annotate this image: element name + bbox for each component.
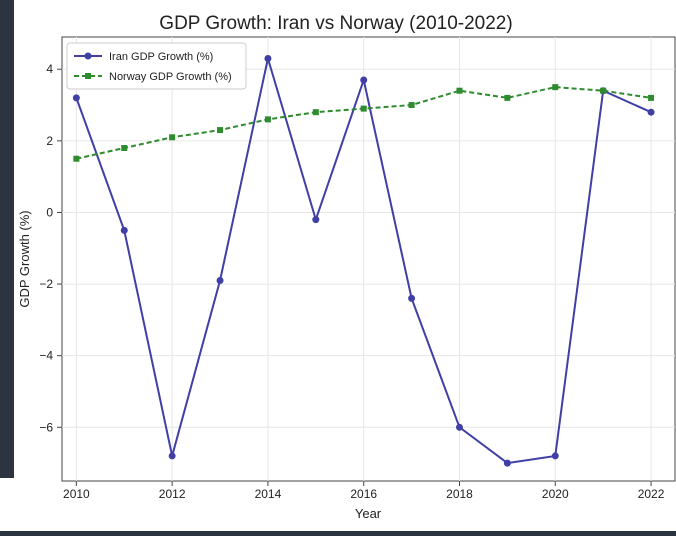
legend-norway-marker (85, 73, 91, 79)
iran-data-point (647, 108, 655, 116)
iran-data-point (360, 76, 368, 84)
gdp-line-chart: GDP Growth: Iran vs Norway (2010-2022) 2… (17, 13, 676, 521)
y-tick-label: 4 (46, 62, 53, 76)
x-tick-label: 2018 (446, 487, 473, 501)
norway-data-point (648, 94, 655, 101)
series-lines (72, 54, 655, 467)
x-tick-label: 2020 (542, 487, 569, 501)
x-tick-label: 2010 (63, 487, 90, 501)
chart-card: GDP Growth: Iran vs Norway (2010-2022) 2… (14, 0, 676, 531)
iran-data-point (408, 294, 416, 302)
norway-data-point (312, 109, 319, 116)
norway-data-point (360, 105, 367, 112)
norway-data-point (73, 155, 80, 162)
iran-data-point (216, 276, 224, 284)
norway-data-point (408, 102, 415, 109)
x-axis-label: Year (355, 506, 382, 521)
iran-data-point (72, 94, 80, 102)
norway-data-point (552, 84, 559, 91)
page-corner (0, 478, 14, 531)
norway-data-point (456, 87, 463, 94)
y-axis-label: GDP Growth (%) (17, 210, 32, 307)
chart-title: GDP Growth: Iran vs Norway (2010-2022) (159, 13, 512, 34)
iran-data-point (503, 459, 511, 467)
iran-data-point (120, 226, 128, 234)
norway-data-point (217, 127, 224, 134)
y-tick-label: 2 (46, 134, 53, 148)
x-tick-label: 2022 (638, 487, 665, 501)
norway-data-point (169, 134, 176, 141)
y-tick-label: −2 (39, 277, 53, 291)
axis-ticks: 2010 2012 2014 2016 2018 2020 2022 −6 −4 −2 0 2 4 (39, 62, 664, 501)
iran-data-point (168, 452, 176, 460)
legend-box (66, 42, 247, 90)
iran-data-point (312, 216, 320, 224)
norway-data-point (121, 145, 128, 151)
x-tick-label: 2014 (255, 487, 282, 501)
legend-iran-marker (84, 52, 92, 60)
dark-background-left (0, 0, 14, 531)
plot-area (61, 36, 676, 482)
x-tick-label: 2016 (350, 487, 377, 501)
norway-data-point (264, 116, 271, 123)
norway-data-point (600, 87, 607, 94)
y-tick-label: −6 (39, 420, 53, 434)
norway-data-point (504, 94, 511, 101)
y-tick-label: −4 (39, 349, 53, 363)
iran-data-point (551, 452, 559, 460)
iran-data-point (264, 54, 272, 62)
legend-iran-label: Iran GDP Growth (%) (109, 51, 213, 63)
legend-norway-label: Norway GDP Growth (%) (109, 71, 232, 83)
y-tick-label: 0 (46, 205, 53, 219)
iran-data-point (455, 423, 463, 431)
x-tick-label: 2012 (159, 487, 186, 501)
legend: Iran GDP Growth (%) Norway GDP Growth (%… (66, 42, 247, 90)
